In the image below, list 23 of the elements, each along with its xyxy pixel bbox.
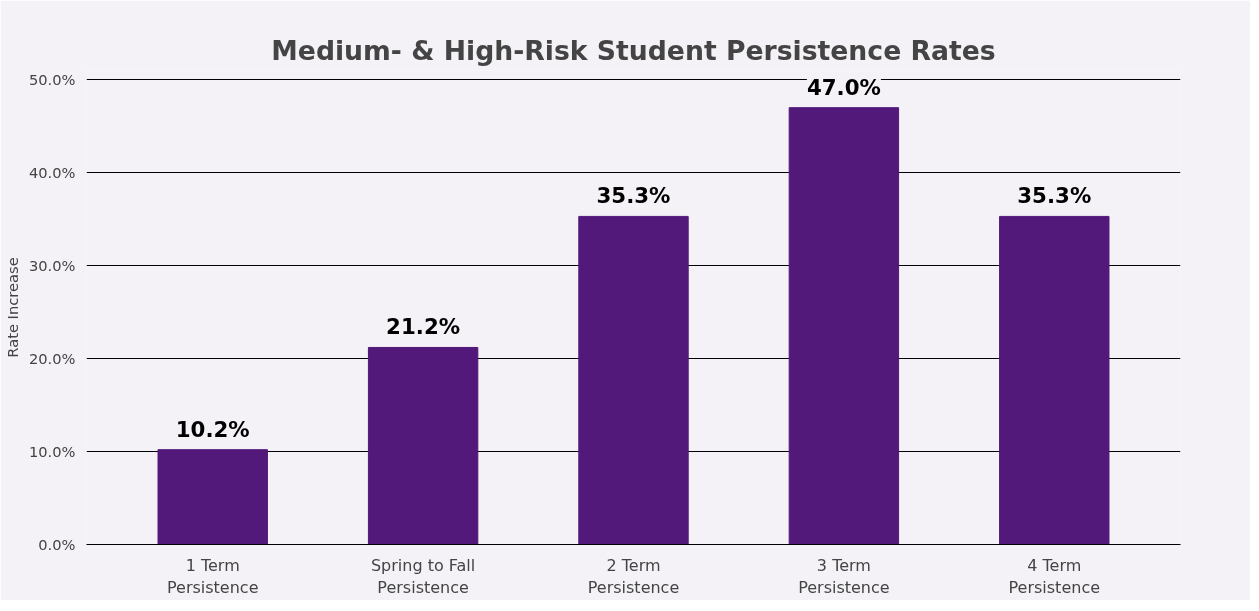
x-tick-label: 3 Term Persistence bbox=[798, 555, 890, 598]
y-tick-label: 10.0% bbox=[28, 443, 76, 461]
data-label: 21.2% bbox=[386, 314, 461, 340]
bar bbox=[788, 107, 900, 545]
data-label: 35.3% bbox=[1017, 183, 1092, 209]
data-label: 47.0% bbox=[806, 74, 881, 100]
x-tick-label: Spring to Fall Persistence bbox=[370, 555, 476, 598]
bar bbox=[367, 346, 479, 545]
y-axis-title: Rate Increase bbox=[3, 257, 21, 358]
bar bbox=[157, 449, 268, 545]
y-tick-label: 30.0% bbox=[28, 257, 76, 275]
y-tick-label: 0.0% bbox=[38, 536, 76, 553]
bar bbox=[578, 215, 689, 545]
chart-title: Medium- & High-Risk Student Persistence Rates bbox=[271, 34, 996, 66]
x-tick-label: 1 Term Persistence bbox=[166, 555, 259, 598]
bar bbox=[999, 215, 1110, 545]
x-tick-label: 4 Term Persistence bbox=[1008, 555, 1101, 598]
y-tick-label: 40.0% bbox=[28, 164, 76, 182]
data-label: 35.3% bbox=[596, 183, 671, 209]
y-tick-label: 20.0% bbox=[28, 350, 76, 368]
y-tick-label: 50.0% bbox=[28, 71, 76, 89]
data-label: 10.2% bbox=[175, 416, 250, 442]
x-tick-label: 2 Term Persistence bbox=[587, 555, 680, 598]
